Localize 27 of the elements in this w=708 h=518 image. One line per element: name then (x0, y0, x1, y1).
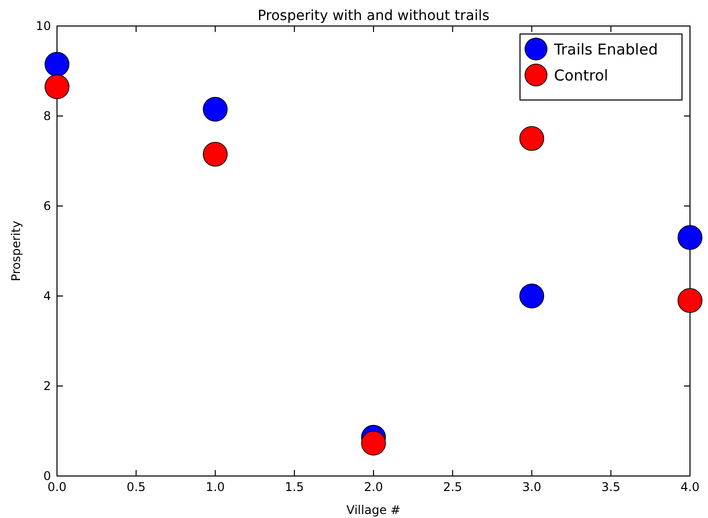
point (44, 74, 70, 100)
x-tick-label: 1.0 (206, 480, 225, 494)
point (44, 52, 70, 77)
y-tick-label: 4 (43, 289, 51, 304)
point (678, 225, 702, 250)
y-axis-title: Prosperity (9, 220, 23, 282)
chart-title: Prosperity with and without trails (258, 8, 490, 24)
point (678, 288, 702, 313)
legend-label: Trails Enabled (553, 40, 658, 58)
y-tick-label: 8 (43, 109, 51, 124)
x-tick-label: 4.0 (680, 480, 700, 494)
x-tick-label: 1.5 (284, 480, 304, 494)
x-tick-label: 3.0 (522, 480, 542, 494)
y-tick-label: 6 (43, 199, 51, 214)
x-tick-label: 0.5 (126, 480, 146, 494)
x-tick-label: 3.5 (601, 480, 620, 494)
y-tick-label: 10 (36, 19, 51, 34)
legend-label: Control (554, 66, 608, 84)
point (202, 142, 228, 167)
x-tick-label: 2.5 (443, 480, 462, 494)
point (361, 430, 386, 456)
x-axis-title: Village # (346, 503, 401, 517)
y-tick-label: 2 (43, 379, 51, 394)
point (519, 284, 544, 308)
x-tick-label: 2.0 (364, 480, 384, 494)
point (519, 126, 544, 151)
point (202, 96, 228, 122)
